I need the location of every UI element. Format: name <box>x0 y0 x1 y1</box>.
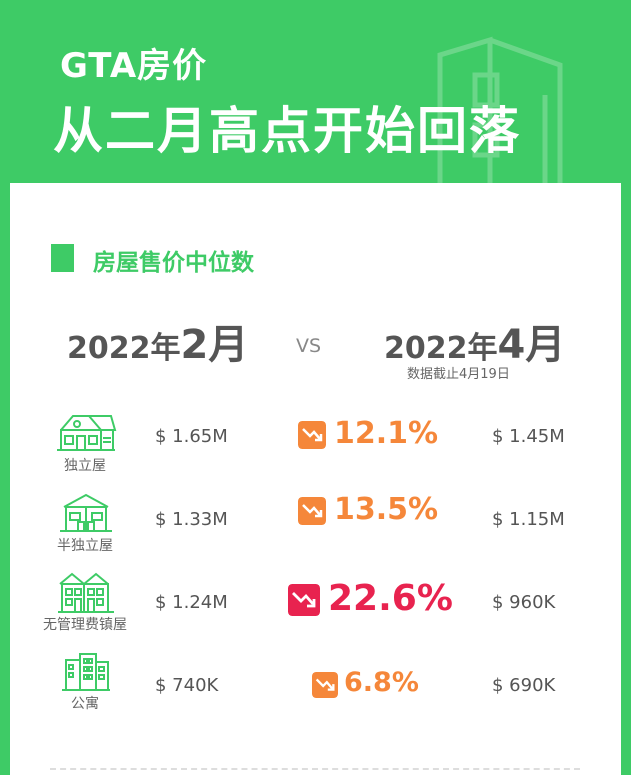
condo-icon <box>62 653 110 691</box>
vs-label: VS <box>296 335 322 357</box>
trend-down-icon <box>298 421 326 449</box>
price-feb-detached: $ 1.65M <box>155 426 228 447</box>
divider <box>50 768 580 770</box>
type-label-semi: 半独立屋 <box>57 538 113 554</box>
date-right-year: 2022年 <box>384 331 498 366</box>
price-apr-condo: $ 690K <box>492 675 556 696</box>
price-feb-semi: $ 1.33M <box>155 509 228 530</box>
price-feb-townhouse: $ 1.24M <box>155 592 228 613</box>
type-label-condo: 公寓 <box>71 696 99 712</box>
date-left-year: 2022年 <box>67 331 181 366</box>
change-semi: 13.5% <box>334 492 439 527</box>
date-left-month: 2月 <box>180 322 249 368</box>
date-right: 2022年4月 <box>384 312 565 370</box>
price-feb-condo: $ 740K <box>155 675 219 696</box>
data-cutoff-note: 数据截止4月19日 <box>407 367 510 382</box>
change-detached: 12.1% <box>334 416 439 451</box>
date-right-month: 4月 <box>497 322 566 368</box>
price-apr-townhouse: $ 960K <box>492 592 556 613</box>
header-banner: GTA房价 从二月高点开始回落 <box>0 0 631 185</box>
townhouse-icon <box>58 572 114 613</box>
section-title: 房屋售价中位数 <box>93 250 254 276</box>
change-condo: 6.8% <box>344 667 419 698</box>
price-apr-semi: $ 1.15M <box>492 509 565 530</box>
date-left: 2022年2月 <box>67 312 248 370</box>
type-label-townhouse: 无管理费镇屋 <box>43 617 127 633</box>
type-label-detached: 独立屋 <box>64 458 106 474</box>
header-title-line1: GTA房价 <box>60 46 208 86</box>
price-apr-detached: $ 1.45M <box>492 426 565 447</box>
section-marker <box>51 244 74 272</box>
header-title-line2: 从二月高点开始回落 <box>53 102 521 160</box>
building-outline-icon <box>437 36 563 185</box>
detached-house-icon <box>57 415 117 451</box>
trend-down-icon <box>288 584 320 616</box>
change-townhouse: 22.6% <box>328 578 453 619</box>
trend-down-icon <box>312 672 338 698</box>
trend-down-icon <box>298 497 326 525</box>
semi-detached-house-icon <box>60 493 112 532</box>
